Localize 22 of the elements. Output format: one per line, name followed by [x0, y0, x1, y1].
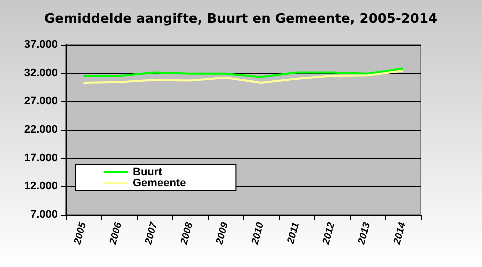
- x-tick-label: 2009: [214, 221, 232, 247]
- y-tick-label: 27.000: [24, 96, 58, 108]
- legend-label: Gemeente: [133, 178, 186, 190]
- legend-label: Buurt: [133, 166, 163, 178]
- x-tick-label: 2013: [356, 221, 374, 247]
- x-tick-label: 2006: [108, 221, 125, 247]
- x-tick-label: 2010: [250, 221, 267, 247]
- y-tick-label: 12.000: [24, 180, 58, 193]
- line-series: [82, 68, 404, 78]
- line-series: [82, 70, 404, 84]
- x-tick-label: 2014: [392, 221, 409, 247]
- x-tick-label: 2005: [72, 221, 90, 247]
- x-tick-label: 2007: [143, 221, 160, 247]
- y-tick-label: 7.000: [30, 209, 58, 221]
- x-tick-label: 2011: [286, 221, 302, 246]
- x-tick-label: 2012: [320, 221, 338, 247]
- x-tick-label: 2008: [178, 221, 196, 247]
- y-tick-label: 22.000: [24, 124, 58, 136]
- chart-title: Gemiddelde aangifte, Buurt en Gemeente, 2005-2014: [44, 12, 438, 27]
- y-tick-label: 37.000: [24, 39, 58, 51]
- y-tick-label: 32.000: [24, 67, 58, 80]
- y-tick-label: 17.000: [24, 152, 58, 164]
